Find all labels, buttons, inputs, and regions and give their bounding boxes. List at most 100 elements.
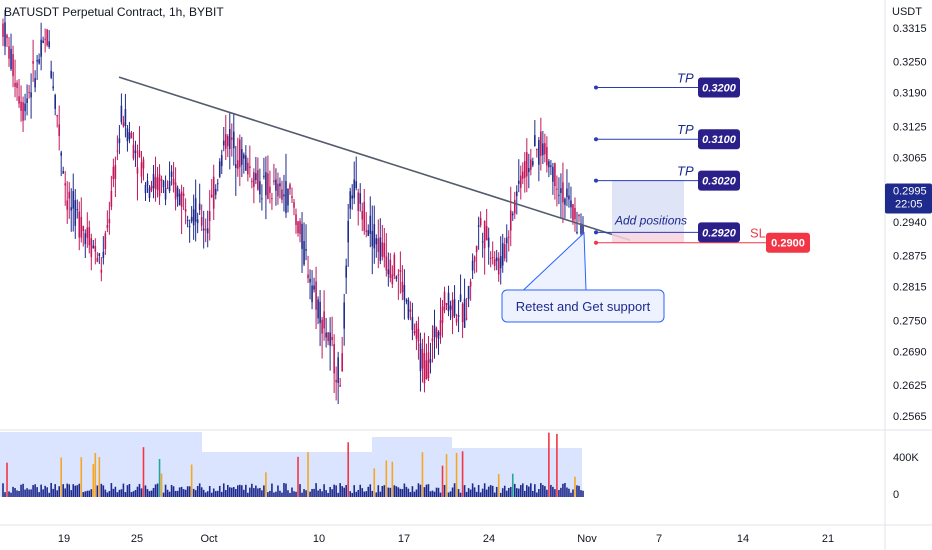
- volume-bar: [467, 488, 470, 497]
- volume-bar: [202, 489, 205, 497]
- callout-box: [501, 289, 665, 323]
- candle-body: [178, 193, 181, 206]
- volume-bar: [228, 487, 231, 497]
- volume-bar: [98, 457, 101, 497]
- volume-bar: [108, 491, 111, 497]
- volume-bar: [28, 489, 30, 497]
- retest-callout[interactable]: Retest and Get support: [501, 231, 665, 323]
- tp-anchor: [594, 85, 598, 90]
- time-tick: 24: [483, 533, 495, 545]
- candle-body: [349, 191, 351, 209]
- candle-body: [443, 291, 446, 311]
- volume-bar: [465, 491, 468, 497]
- volume-bar: [206, 491, 209, 497]
- volume-bar: [184, 489, 187, 497]
- volume-bar: [481, 488, 484, 497]
- candle-body: [437, 331, 440, 339]
- candle-body: [212, 176, 215, 209]
- volume-bar: [66, 483, 69, 497]
- volume-bar: [44, 485, 46, 497]
- volume-bar: [503, 485, 506, 497]
- volume-bar: [519, 485, 522, 497]
- candle-body: [485, 226, 488, 241]
- volume-bar: [26, 488, 28, 497]
- candle-body: [509, 210, 512, 231]
- candle-body: [483, 220, 486, 249]
- candle-body: [574, 207, 576, 220]
- candle-body: [198, 203, 201, 210]
- candle-body: [321, 319, 323, 334]
- candle-body: [489, 257, 492, 259]
- volume-bar: [84, 491, 87, 497]
- candle-body: [186, 220, 189, 222]
- volume-bar: [427, 484, 430, 497]
- volume-bar: [251, 483, 253, 497]
- volume-bar: [80, 457, 83, 497]
- candle-body: [194, 198, 197, 222]
- candle-body: [26, 98, 28, 104]
- volume-bar: [269, 490, 271, 497]
- volume-bar: [140, 488, 143, 497]
- volume-bar: [74, 485, 77, 497]
- volume-bar: [513, 483, 516, 497]
- time-tick: Nov: [577, 533, 597, 545]
- candle-body: [449, 305, 452, 310]
- candle-body: [176, 187, 179, 197]
- volume-bar: [341, 486, 343, 497]
- volume-bar: [196, 486, 199, 497]
- candle-body: [570, 200, 572, 208]
- volume-bar: [263, 485, 265, 497]
- candle-body: [532, 161, 534, 166]
- volume-bar: [8, 491, 10, 497]
- candle-body: [425, 360, 428, 380]
- volume-bar: [550, 484, 552, 497]
- volume-bar: [220, 491, 223, 497]
- candle-body: [357, 192, 360, 212]
- volume-bar: [558, 490, 560, 497]
- candle-body: [295, 214, 297, 225]
- sl-anchor: [594, 240, 598, 245]
- candle-body: [481, 241, 484, 243]
- volume-bar: [176, 490, 179, 497]
- volume-bar: [4, 492, 6, 497]
- time-axis[interactable]: 19 25 Oct 10 17 24 Nov 7 14 21: [58, 533, 834, 545]
- volume-bar: [453, 483, 456, 497]
- candle-body: [275, 179, 277, 191]
- candle-body: [345, 265, 347, 278]
- candle-body: [142, 159, 145, 169]
- candle-body: [389, 259, 392, 278]
- candle-body: [445, 303, 448, 305]
- volume-bar: [218, 485, 221, 497]
- descending-trendline[interactable]: [118, 76, 631, 241]
- candle-body: [50, 70, 52, 78]
- volume-bar: [357, 489, 360, 497]
- candle-body: [253, 172, 255, 187]
- candle-body: [505, 237, 508, 244]
- candle-body: [76, 209, 79, 211]
- candle-body: [10, 48, 12, 70]
- candle-body: [160, 178, 163, 182]
- candle-body: [216, 183, 219, 185]
- volume-bar: [351, 492, 354, 497]
- volume-bar: [566, 487, 568, 497]
- candle-body: [72, 191, 75, 209]
- volume-bar: [212, 488, 215, 497]
- volume-bar: [36, 487, 38, 497]
- volume-bar: [62, 484, 65, 497]
- candle-body: [447, 292, 450, 312]
- volume-bar: [365, 491, 368, 497]
- candle-body: [277, 183, 279, 197]
- candle-body: [343, 302, 345, 329]
- candle-body: [534, 135, 536, 147]
- candle-body: [523, 161, 526, 178]
- candle-body: [267, 173, 269, 199]
- volume-bar: [473, 487, 476, 497]
- volume-bar: [489, 485, 492, 497]
- volume-bar: [389, 487, 392, 497]
- volume-bar: [578, 485, 580, 497]
- candle-body: [457, 314, 460, 317]
- candle-body: [503, 244, 506, 259]
- price-axis[interactable]: 0.33150.32500.31900.31250.30650.30050.29…: [893, 23, 927, 423]
- volume-bar: [70, 490, 73, 497]
